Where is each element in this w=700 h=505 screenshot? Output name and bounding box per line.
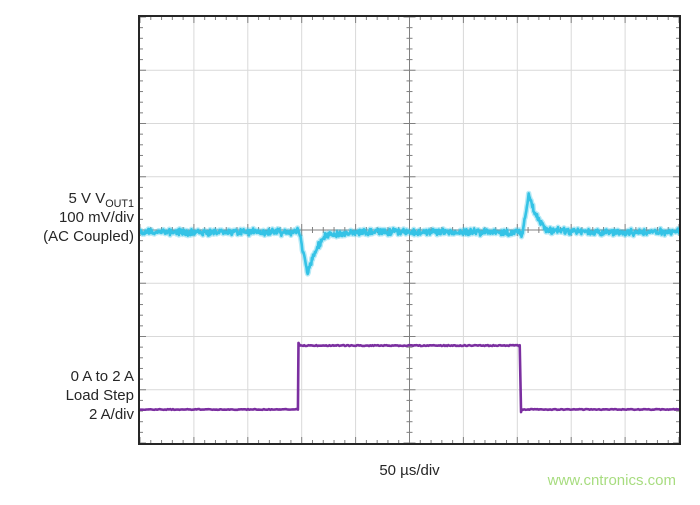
watermark: www.cntronics.com (548, 472, 676, 489)
vout-label: 5 V VOUT1100 mV/div(AC Coupled) (0, 190, 134, 246)
plot-svg (140, 17, 679, 443)
load-label: 0 A to 2 ALoad Step2 A/div (30, 368, 134, 424)
oscilloscope-plot (138, 15, 681, 445)
